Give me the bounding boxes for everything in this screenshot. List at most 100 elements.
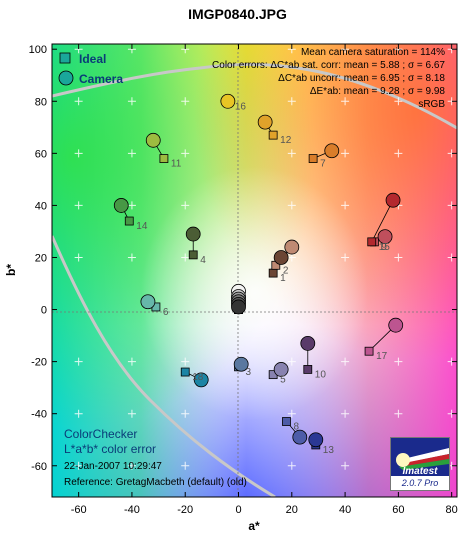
logo-version: 2.0.7 Pro <box>401 478 439 488</box>
patch-number-label: 17 <box>376 351 388 362</box>
grid-plus-marker <box>181 201 190 210</box>
grid-plus-marker <box>127 357 136 366</box>
ideal-marker <box>159 154 169 163</box>
ideal-marker <box>188 250 198 260</box>
grid-plus-marker <box>127 253 136 262</box>
grid-plus-marker <box>341 149 350 158</box>
ideal-marker <box>282 417 291 426</box>
legend-ideal-marker <box>59 52 71 64</box>
camera-marker <box>193 372 209 388</box>
ideal-marker <box>124 216 134 226</box>
y-tick-label: 100 <box>29 44 47 56</box>
ideal-marker <box>364 346 374 356</box>
x-tick-label: 0 <box>235 504 241 516</box>
patch-number-label: 1 <box>280 273 286 284</box>
camera-marker <box>233 356 249 372</box>
y-tick-label: 20 <box>35 252 47 264</box>
grid-plus-marker <box>127 201 136 210</box>
date-label: 22-Jan-2007 10:29:47 <box>64 461 162 472</box>
grid-plus-marker <box>74 97 83 106</box>
patch-number-label: 5 <box>280 375 286 386</box>
grid-plus-marker <box>394 253 403 262</box>
grid-plus-marker <box>394 409 403 418</box>
patch-number-label: 12 <box>280 135 292 146</box>
ideal-marker <box>268 130 278 140</box>
x-tick-label: 80 <box>446 504 458 516</box>
ideal-marker <box>268 268 278 278</box>
x-tick-label: 60 <box>392 504 404 516</box>
x-tick-label: -60 <box>71 504 87 516</box>
stats-delta-e: ΔE*ab: mean = 9.28 ; σ = 9.98 <box>309 86 445 97</box>
patch-number-label: 16 <box>235 101 247 112</box>
patch-number-label: 8 <box>293 422 299 433</box>
stats-saturation: Mean camera saturation = 114% <box>300 47 445 58</box>
grid-plus-marker <box>181 253 190 262</box>
stats-sat-corr: Color errors: ΔC*ab sat. corr: mean = 5.… <box>212 60 445 71</box>
camera-marker <box>257 114 273 130</box>
grid-plus-marker <box>287 461 296 470</box>
grid-plus-marker <box>74 357 83 366</box>
y-tick-label: -20 <box>31 357 47 369</box>
camera-marker <box>377 229 393 245</box>
y-tick-label: -40 <box>31 409 47 421</box>
error-line <box>371 200 394 243</box>
reference-label: Reference: GretagMacbeth (default) (old) <box>64 477 247 488</box>
grid-plus-marker <box>341 97 350 106</box>
legend-camera-label: Camera <box>79 72 123 86</box>
patch-number-label: 6 <box>163 307 169 318</box>
chart-title: IMGP0840.JPG <box>188 6 287 22</box>
camera-marker <box>273 250 289 265</box>
grid-plus-marker <box>287 201 296 210</box>
colorchecker-label: ColorChecker <box>64 427 138 441</box>
grid-plus-marker <box>74 149 83 158</box>
patch-number-label: 15 <box>379 242 391 253</box>
patch-number-label: 18 <box>192 372 204 383</box>
grid-plus-marker <box>341 357 350 366</box>
camera-marker <box>185 226 201 242</box>
ideal-marker <box>303 365 313 374</box>
patch-number-label: 3 <box>246 367 252 378</box>
x-tick-label: -20 <box>177 504 193 516</box>
camera-marker <box>140 294 156 310</box>
grid-plus-marker <box>287 357 296 366</box>
grid-plus-marker <box>394 97 403 106</box>
srgb-gamut-boundary-top <box>52 62 457 130</box>
grid-plus-marker <box>74 409 83 418</box>
patch-number-label: 9 <box>381 242 387 253</box>
legend: Ideal Camera <box>58 52 123 86</box>
legend-ideal-label: Ideal <box>79 52 106 66</box>
plot-frame <box>51 43 458 498</box>
camera-marker <box>220 93 236 109</box>
grid-plus-marker <box>341 461 350 470</box>
stats-uncorr: ΔC*ab uncorr: mean = 6.95 ; σ = 8.18 <box>278 73 445 84</box>
grid-plus-marker <box>287 253 296 262</box>
x-ticks: -60 -40 -20 0 20 40 60 80 <box>71 44 458 516</box>
patch-number-label: 7 <box>320 159 326 170</box>
patch-number-label: 2 <box>283 265 289 276</box>
grid-plus-marker <box>181 409 190 418</box>
x-tick-label: 40 <box>339 504 351 516</box>
ideal-marker <box>367 237 377 247</box>
y-tick-label: 40 <box>35 200 47 212</box>
grid-plus-marker <box>74 253 83 262</box>
camera-marker <box>231 299 246 315</box>
grid-plus-marker <box>394 357 403 366</box>
y-tick-label: -60 <box>31 461 47 473</box>
y-axis-label: b* <box>4 264 18 276</box>
camera-marker <box>273 362 289 377</box>
grid-plus-marker <box>287 149 296 158</box>
x-axis-label: a* <box>248 519 260 533</box>
patch-number-label: 11 <box>171 159 182 170</box>
legend-camera-marker <box>58 70 74 86</box>
ideal-marker <box>308 154 318 163</box>
lab-error-label: L*a*b* color error <box>64 442 157 456</box>
camera-markers <box>113 93 404 448</box>
grid-plus-marker <box>127 461 136 470</box>
logo-brand: Imatest <box>402 466 438 477</box>
grid-plus-marker <box>127 149 136 158</box>
x-tick-label: -40 <box>124 504 140 516</box>
camera-marker <box>113 198 129 213</box>
grid-plus-marker <box>341 409 350 418</box>
stats-colorspace: sRGB <box>418 99 445 110</box>
